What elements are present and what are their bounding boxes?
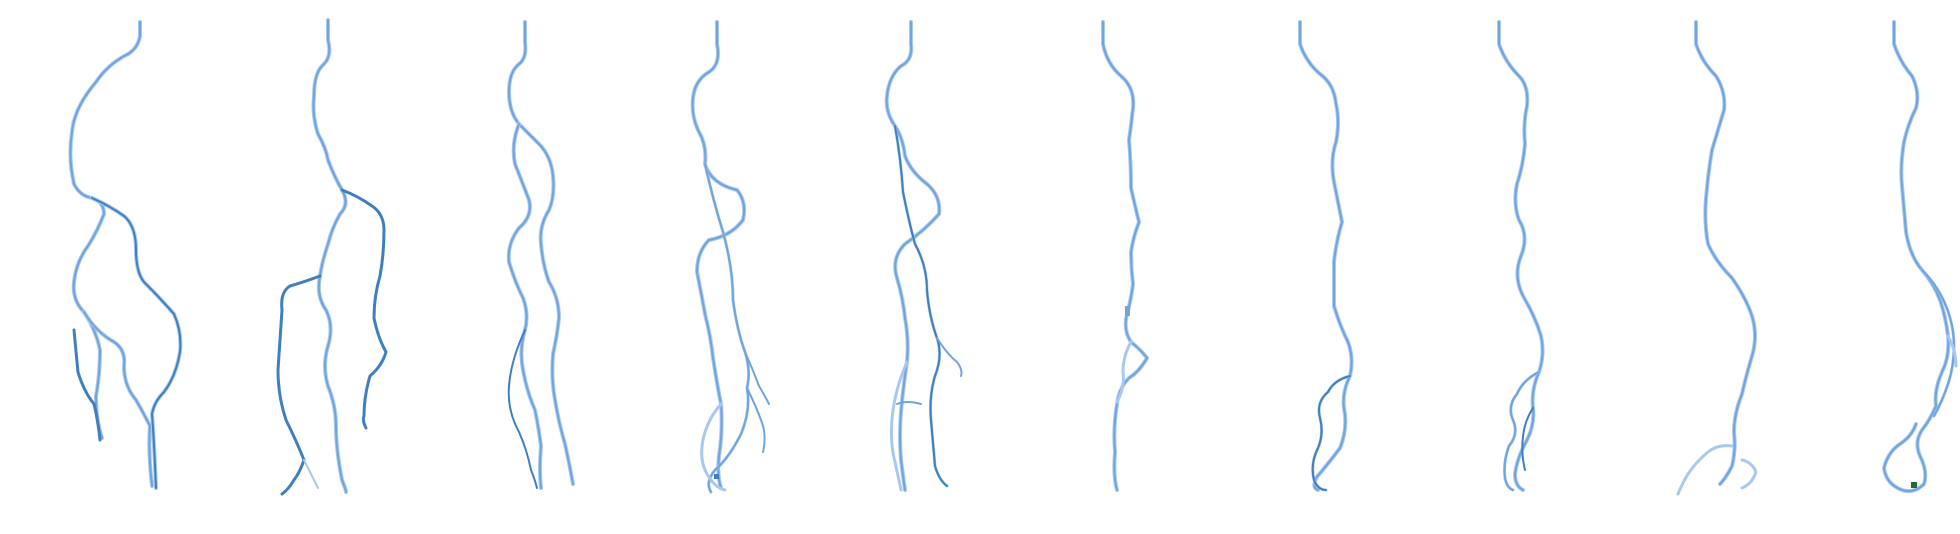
trace-path: [68, 20, 142, 440]
trace-path: [312, 19, 347, 493]
trace-path: [69, 21, 141, 439]
trace-path: [276, 274, 322, 496]
trace-path: [507, 123, 542, 489]
trace-path: [936, 337, 963, 377]
trace-path: [1115, 340, 1133, 404]
branch-marker: [714, 474, 719, 479]
trace-path: [1102, 21, 1148, 491]
branch-marker: [1125, 306, 1130, 316]
trace-path: [91, 197, 182, 489]
trace-panel: [1882, 20, 1958, 494]
trace-path: [885, 21, 941, 491]
trace-path: [303, 459, 319, 489]
tip-marker: [1911, 482, 1917, 488]
trace-path: [1298, 20, 1354, 492]
trace-path: [744, 351, 770, 405]
trace-path: [1521, 407, 1534, 471]
trace-path: [896, 401, 922, 405]
trace-path: [311, 18, 348, 494]
trace-path: [508, 21, 574, 485]
trace-path: [1101, 20, 1149, 492]
trace-path: [1883, 21, 1950, 493]
trace-path: [1694, 20, 1757, 486]
trace-path: [1311, 375, 1351, 491]
trace-path: [700, 402, 727, 492]
trace-path: [340, 188, 388, 430]
trace-path: [1946, 334, 1958, 368]
trace-panel: [690, 20, 770, 494]
trace-panel: [884, 20, 963, 492]
trace-path: [691, 21, 746, 489]
trace-path: [1503, 371, 1540, 491]
trace-path: [83, 311, 153, 487]
trace-panel: [68, 20, 183, 490]
trace-panel: [276, 18, 388, 496]
trace-path: [72, 328, 102, 442]
trace-path: [1695, 21, 1756, 485]
trace-panel: [1676, 20, 1758, 496]
trace-path: [1740, 458, 1758, 490]
trace-panel: [506, 20, 575, 490]
trace-panel: [1101, 20, 1149, 492]
trace-panel: [1497, 20, 1545, 492]
trace-path: [507, 329, 538, 489]
trace-path: [1676, 444, 1734, 496]
trace-path: [1498, 21, 1544, 491]
trace-path: [704, 163, 750, 493]
trace-panel: [1298, 20, 1354, 492]
trace-path: [507, 20, 575, 486]
trace-path: [889, 360, 909, 492]
trace-path: [746, 387, 766, 453]
trace-path: [1299, 21, 1353, 491]
